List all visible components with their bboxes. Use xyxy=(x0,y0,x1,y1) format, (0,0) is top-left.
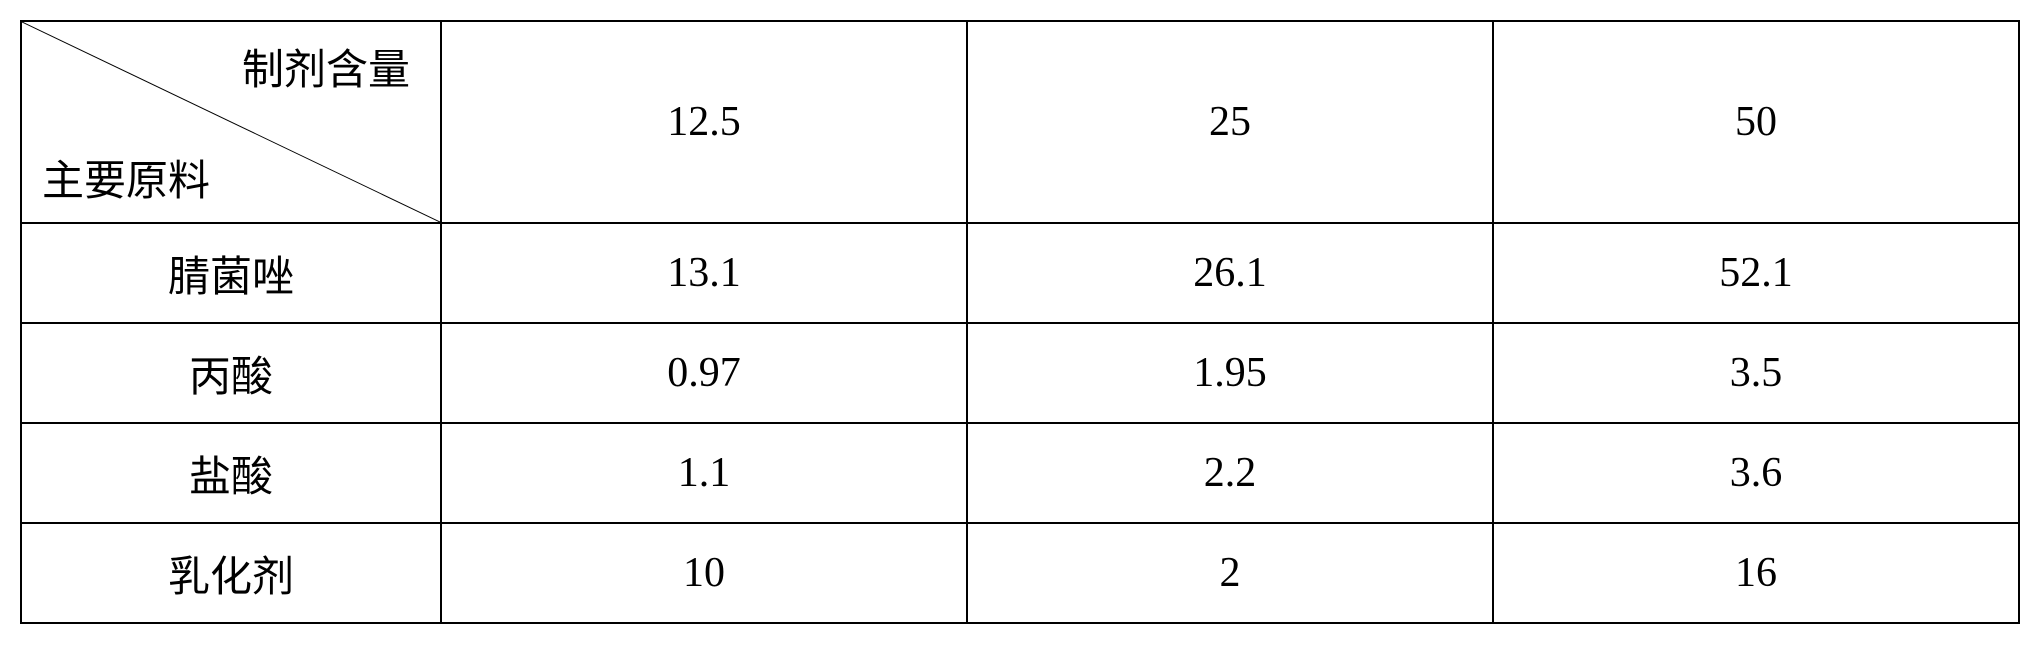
table-cell: 16 xyxy=(1493,523,2019,623)
table-cell: 2.2 xyxy=(967,423,1493,523)
table-cell: 26.1 xyxy=(967,223,1493,323)
table-cell: 13.1 xyxy=(441,223,967,323)
header-top-label: 制剂含量 xyxy=(242,36,410,97)
table-row: 盐酸 1.1 2.2 3.6 xyxy=(21,423,2019,523)
col-header: 12.5 xyxy=(441,21,967,223)
table-cell: 10 xyxy=(441,523,967,623)
table-cell: 3.6 xyxy=(1493,423,2019,523)
table-cell: 52.1 xyxy=(1493,223,2019,323)
formulation-table: 制剂含量 主要原料 12.5 25 50 腈菌唑 13.1 26.1 52.1 … xyxy=(20,20,2020,624)
table-row: 腈菌唑 13.1 26.1 52.1 xyxy=(21,223,2019,323)
table-header-row: 制剂含量 主要原料 12.5 25 50 xyxy=(21,21,2019,223)
table-cell: 1.1 xyxy=(441,423,967,523)
col-header: 25 xyxy=(967,21,1493,223)
row-header: 盐酸 xyxy=(21,423,441,523)
table-row: 丙酸 0.97 1.95 3.5 xyxy=(21,323,2019,423)
row-header: 腈菌唑 xyxy=(21,223,441,323)
table-cell: 2 xyxy=(967,523,1493,623)
diagonal-header-cell: 制剂含量 主要原料 xyxy=(21,21,441,223)
header-bottom-label: 主要原料 xyxy=(42,147,210,208)
table-cell: 1.95 xyxy=(967,323,1493,423)
table-cell: 3.5 xyxy=(1493,323,2019,423)
row-header: 乳化剂 xyxy=(21,523,441,623)
formulation-table-container: 制剂含量 主要原料 12.5 25 50 腈菌唑 13.1 26.1 52.1 … xyxy=(20,20,2020,624)
row-header: 丙酸 xyxy=(21,323,441,423)
table-row: 乳化剂 10 2 16 xyxy=(21,523,2019,623)
table-cell: 0.97 xyxy=(441,323,967,423)
col-header: 50 xyxy=(1493,21,2019,223)
